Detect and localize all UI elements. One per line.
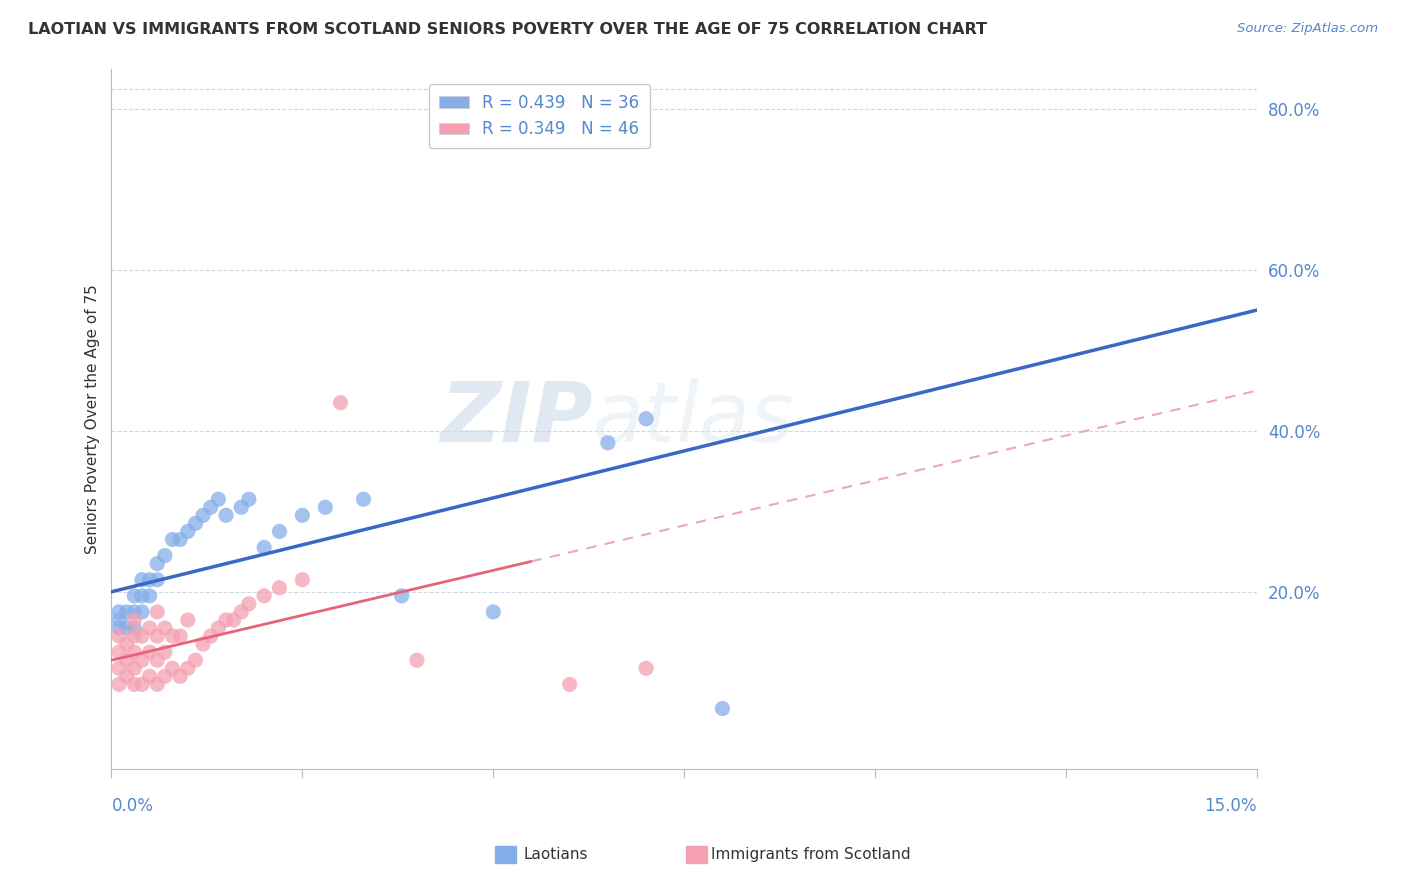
Point bbox=[269, 581, 291, 595]
Point bbox=[291, 573, 314, 587]
Point bbox=[253, 541, 276, 555]
Point bbox=[636, 661, 658, 675]
Point bbox=[146, 557, 169, 571]
Point bbox=[191, 637, 214, 651]
Point bbox=[124, 589, 146, 603]
Point bbox=[124, 621, 146, 635]
Point bbox=[391, 589, 413, 603]
Point bbox=[131, 605, 153, 619]
Point bbox=[558, 677, 581, 691]
Point bbox=[115, 637, 138, 651]
Point bbox=[124, 613, 146, 627]
Point bbox=[162, 533, 184, 547]
Point bbox=[124, 677, 146, 691]
Point bbox=[177, 524, 200, 539]
Point bbox=[238, 597, 260, 611]
Point bbox=[231, 500, 253, 515]
Point bbox=[291, 508, 314, 523]
Point bbox=[314, 500, 336, 515]
Point bbox=[138, 669, 160, 683]
Point bbox=[353, 492, 375, 507]
Point bbox=[711, 701, 734, 715]
Text: Laotians: Laotians bbox=[523, 847, 588, 862]
Point bbox=[124, 629, 146, 643]
Point bbox=[184, 516, 207, 531]
Point bbox=[153, 669, 176, 683]
Point bbox=[482, 605, 505, 619]
Point bbox=[406, 653, 429, 667]
Point bbox=[200, 500, 222, 515]
Text: Immigrants from Scotland: Immigrants from Scotland bbox=[711, 847, 911, 862]
Text: Source: ZipAtlas.com: Source: ZipAtlas.com bbox=[1237, 22, 1378, 36]
Point bbox=[138, 645, 160, 659]
Point bbox=[231, 605, 253, 619]
Point bbox=[636, 411, 658, 425]
Point bbox=[115, 621, 138, 635]
Point bbox=[153, 549, 176, 563]
Point bbox=[131, 653, 153, 667]
Point bbox=[131, 573, 153, 587]
Point bbox=[215, 508, 238, 523]
Point bbox=[124, 661, 146, 675]
Point bbox=[253, 589, 276, 603]
Point bbox=[146, 605, 169, 619]
Point bbox=[177, 613, 200, 627]
Point bbox=[108, 629, 131, 643]
Text: 15.0%: 15.0% bbox=[1205, 797, 1257, 815]
Point bbox=[146, 653, 169, 667]
Point bbox=[162, 629, 184, 643]
Point bbox=[169, 629, 191, 643]
Text: ZIP: ZIP bbox=[440, 378, 592, 459]
Point bbox=[162, 661, 184, 675]
Point bbox=[207, 621, 229, 635]
Point bbox=[131, 677, 153, 691]
Point bbox=[146, 629, 169, 643]
Point bbox=[115, 653, 138, 667]
Point bbox=[108, 605, 131, 619]
Point bbox=[131, 589, 153, 603]
Text: 0.0%: 0.0% bbox=[111, 797, 153, 815]
Point bbox=[138, 621, 160, 635]
Point bbox=[124, 605, 146, 619]
Point bbox=[269, 524, 291, 539]
Point bbox=[146, 573, 169, 587]
Point bbox=[115, 605, 138, 619]
Point bbox=[169, 669, 191, 683]
Point bbox=[115, 669, 138, 683]
Point bbox=[177, 661, 200, 675]
Point bbox=[200, 629, 222, 643]
Point bbox=[138, 573, 160, 587]
Point bbox=[108, 661, 131, 675]
Point bbox=[207, 492, 229, 507]
Point bbox=[222, 613, 245, 627]
Point bbox=[146, 677, 169, 691]
Text: atlas: atlas bbox=[592, 378, 794, 459]
Point bbox=[108, 621, 131, 635]
Text: LAOTIAN VS IMMIGRANTS FROM SCOTLAND SENIORS POVERTY OVER THE AGE OF 75 CORRELATI: LAOTIAN VS IMMIGRANTS FROM SCOTLAND SENI… bbox=[28, 22, 987, 37]
Point bbox=[191, 508, 214, 523]
Point bbox=[169, 533, 191, 547]
Point bbox=[238, 492, 260, 507]
Point bbox=[124, 645, 146, 659]
Y-axis label: Seniors Poverty Over the Age of 75: Seniors Poverty Over the Age of 75 bbox=[86, 284, 100, 554]
Point bbox=[138, 589, 160, 603]
Point bbox=[215, 613, 238, 627]
Point bbox=[108, 677, 131, 691]
Point bbox=[108, 645, 131, 659]
Legend: R = 0.439   N = 36, R = 0.349   N = 46: R = 0.439 N = 36, R = 0.349 N = 46 bbox=[429, 84, 650, 148]
Point bbox=[131, 629, 153, 643]
Point bbox=[184, 653, 207, 667]
Point bbox=[153, 621, 176, 635]
Point bbox=[596, 435, 619, 450]
Point bbox=[108, 613, 131, 627]
Point bbox=[153, 645, 176, 659]
Point bbox=[329, 395, 352, 409]
